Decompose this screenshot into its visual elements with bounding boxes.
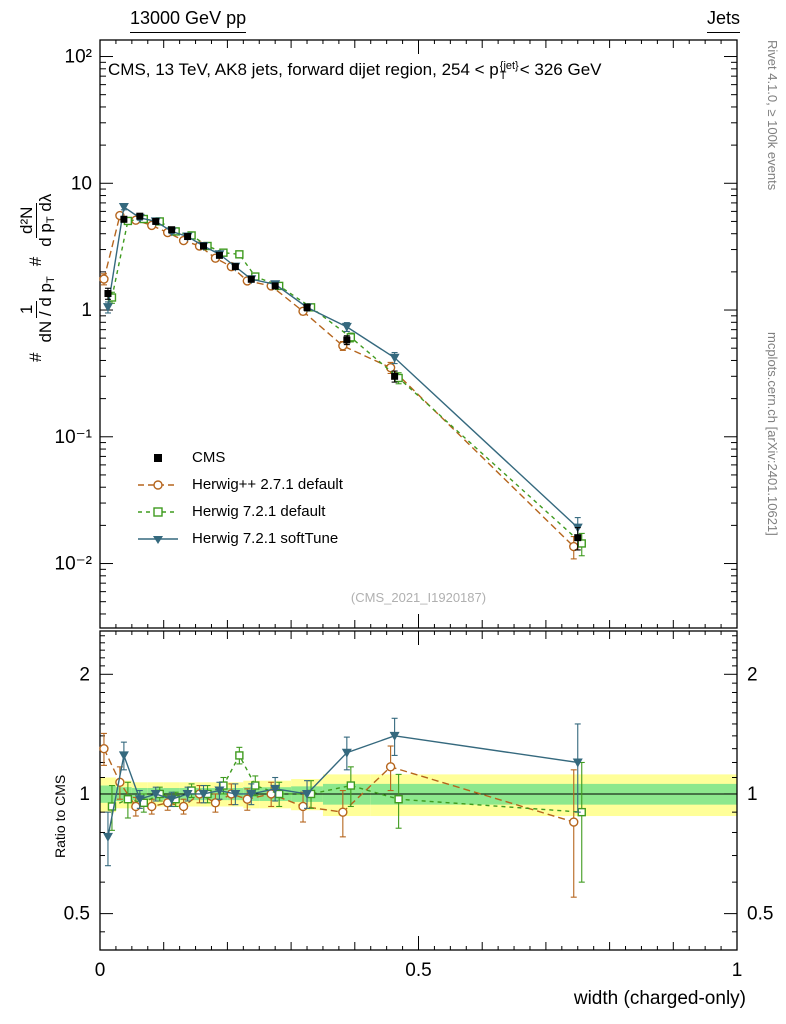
- svg-text:0.5: 0.5: [747, 904, 773, 925]
- legend-label: Herwig 7.2.1 default: [192, 503, 326, 520]
- svg-text:0.5: 0.5: [64, 904, 90, 925]
- svg-text:10: 10: [71, 173, 92, 194]
- svg-text:2: 2: [79, 664, 90, 685]
- svg-text:1: 1: [747, 784, 758, 805]
- legend-item-softtune: Herwig 7.2.1 softTune: [136, 525, 343, 552]
- plot-title-pre: CMS, 13 TeV, AK8 jets, forward dijet reg…: [108, 60, 499, 79]
- legend-label: CMS: [192, 449, 226, 466]
- mcplots-arxiv-note: mcplots.cern.ch [arXiv:2401.10621]: [765, 332, 780, 536]
- plot-title-sup: {jet}: [499, 59, 519, 72]
- ratio-series-softtune: [102, 717, 583, 867]
- ylabel-fraction-2: d²N d pT dλ: [17, 193, 57, 247]
- ylabel-hash-1: #: [26, 352, 46, 362]
- y-axis-title-ratio: Ratio to CMS: [52, 774, 68, 858]
- filled-square-icon: [154, 453, 162, 462]
- svg-text:1: 1: [81, 300, 92, 321]
- legend-item-cms: CMS: [136, 444, 343, 471]
- open-square-icon: [138, 506, 178, 517]
- x-axis-title: width (charged-only): [573, 988, 746, 1009]
- beam-energy-label: 13000 GeV pp: [130, 8, 247, 33]
- ratio-series-herwig7: [107, 746, 586, 883]
- legend: CMS Herwig++ 2.7.1 default Herwig 7.2.1 …: [136, 444, 343, 552]
- svg-text:2: 2: [747, 664, 758, 685]
- analysis-id-watermark: (CMS_2021_I1920187): [350, 590, 487, 605]
- svg-text:10⁻¹: 10⁻¹: [55, 427, 93, 448]
- ylabel-hash-2: #: [26, 256, 46, 267]
- axis-tick-labels: 10² 10 1 10⁻¹ 10⁻² 2 2 1 1 0.5 0.5 0 0.5 1: [55, 47, 774, 981]
- svg-text:0.5: 0.5: [405, 960, 431, 981]
- main-series-cms: [104, 212, 582, 551]
- svg-text:1: 1: [732, 960, 743, 981]
- ylabel-fraction-1: 1 dN / d pT: [17, 276, 57, 343]
- legend-item-herwig7: Herwig 7.2.1 default: [136, 498, 343, 525]
- pt-jet-subsup: {jet} T: [499, 59, 519, 82]
- svg-text:0: 0: [95, 960, 106, 981]
- y-axis-title-main: # 1 dN / d pT # d²N d pT dλ: [17, 42, 57, 362]
- open-circle-icon: [138, 479, 178, 490]
- svg-text:10²: 10²: [65, 47, 92, 68]
- process-label: Jets: [706, 8, 740, 33]
- axis-ticks: [99, 40, 738, 950]
- svg-text:10⁻²: 10⁻²: [55, 554, 93, 575]
- filled-triangle-down-icon: [138, 535, 178, 544]
- plot-title-sub: T: [499, 69, 507, 82]
- rivet-version-note: Rivet 4.1.0, ≥ 100k events: [765, 40, 780, 191]
- plot-title: CMS, 13 TeV, AK8 jets, forward dijet reg…: [108, 60, 602, 81]
- legend-item-herwigpp: Herwig++ 2.7.1 default: [136, 471, 343, 498]
- legend-label: Herwig++ 2.7.1 default: [192, 476, 343, 493]
- legend-label: Herwig 7.2.1 softTune: [192, 530, 339, 547]
- plot-title-post: < 326 GeV: [519, 60, 602, 79]
- svg-text:1: 1: [79, 784, 90, 805]
